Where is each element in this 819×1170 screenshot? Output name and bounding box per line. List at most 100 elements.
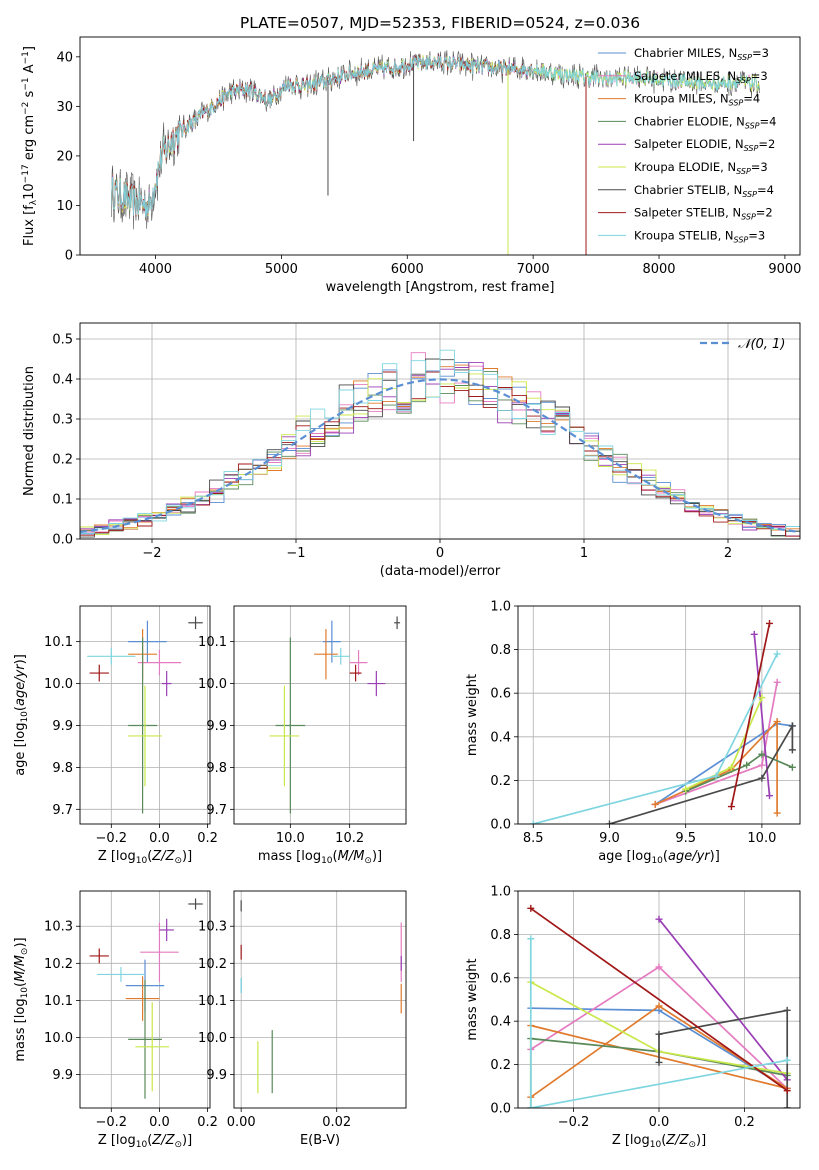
errorbar-point [89, 948, 109, 964]
legend: 𝒩(0, 1) [700, 337, 785, 352]
y-tick-label: 0.8 [490, 643, 511, 658]
legend-label: 𝒩(0, 1) [738, 337, 785, 352]
y-tick-label: 9.9 [206, 1068, 227, 1083]
x-tick-label: 10.0 [276, 831, 305, 846]
legend-label: Chabrier MILES, NSSP=3 [634, 46, 769, 62]
weight-line [730, 623, 771, 807]
x-tick-label: 4000 [139, 262, 172, 277]
weight-lines [529, 619, 796, 824]
errorbar-point [135, 1002, 170, 1092]
x-tick-label: 7000 [517, 262, 550, 277]
errorbar-point [159, 918, 174, 942]
y-tick-label: 0.2 [490, 1058, 511, 1073]
x-tick-label: 8.5 [523, 831, 544, 846]
y-tick-label: 20 [56, 149, 73, 164]
x-tick-label: 10.0 [747, 831, 776, 846]
y-tick-label: 10.1 [198, 635, 227, 650]
errorbar-point [161, 670, 172, 697]
y-tick-label: 0.0 [52, 533, 73, 548]
histogram-series [80, 352, 800, 537]
y-tick-label: 0.6 [490, 687, 511, 702]
errorbar-point [188, 898, 203, 910]
y-tick-label: 0.3 [52, 413, 73, 428]
y-tick-label: 10.1 [44, 994, 73, 1009]
legend-label: Salpeter MILES, NSSP=3 [634, 69, 768, 85]
weight-line [658, 1009, 789, 1108]
x-tick-label: 0.2 [197, 1115, 218, 1130]
histogram-series [80, 349, 800, 536]
errorbar-point [87, 647, 136, 665]
x-tick-label: 5000 [265, 262, 298, 277]
y-tick-label: 10.3 [44, 920, 73, 935]
weight-marker [788, 722, 796, 730]
x-tick-label: 0.00 [227, 1115, 256, 1130]
weight-line [532, 653, 778, 824]
y-axis-label: Normed distribution [22, 366, 37, 496]
plot-frame [233, 605, 407, 825]
legend-label: Salpeter STELIB, NSSP=2 [634, 206, 773, 222]
y-tick-label: 0.0 [490, 818, 511, 833]
y-tick-label: 9.7 [52, 803, 73, 818]
spectrum-line [111, 55, 761, 219]
weight-marker [783, 1006, 791, 1014]
weight-line [529, 938, 788, 1108]
errorbar-point [125, 976, 160, 1021]
histograms [80, 349, 800, 539]
errorbar-point [275, 637, 306, 814]
y-tick-label: 0.0 [490, 1102, 511, 1117]
plot-frame [517, 890, 801, 1109]
x-tick-label: 9.0 [599, 831, 620, 846]
errorbar-point [349, 664, 362, 682]
spectrum-lines [111, 50, 761, 255]
weight-marker [783, 1104, 791, 1108]
x-tick-label: 0 [436, 546, 444, 561]
x-tick-label: −0.2 [96, 831, 128, 846]
errorbar-point [188, 616, 203, 630]
y-tick-label: 0.5 [52, 333, 73, 348]
x-tick-label: 9000 [768, 262, 801, 277]
y-tick-label: 10.1 [44, 635, 73, 650]
errorbar-point [140, 922, 179, 982]
y-tick-label: 1.0 [490, 885, 511, 900]
y-tick-label: 10.2 [198, 957, 227, 972]
y-axis-label: mass [log10(M/M⊙)] [13, 937, 30, 1061]
weight-marker [773, 718, 781, 726]
errorbar-point [89, 664, 109, 682]
y-tick-label: 0.4 [52, 373, 73, 388]
y-tick-label: 0 [65, 249, 73, 264]
y-tick-label: 0.2 [52, 453, 73, 468]
y-tick-label: 0.4 [490, 1015, 511, 1030]
panel-2: −2 −1 0 1 2 0.0 0.1 0.2 0.3 0.4 0.5 (data-model)/er… [22, 322, 801, 579]
weight-marker [655, 915, 663, 923]
errorbar-point [314, 629, 338, 680]
weight-line [658, 918, 788, 1081]
weight-marker [527, 935, 535, 943]
x-tick-label: 0.0 [149, 831, 170, 846]
y-tick-label: 10.2 [44, 957, 73, 972]
weight-line [609, 722, 794, 824]
legend-label: Salpeter ELODIE, NSSP=2 [634, 137, 775, 153]
plot-frame [79, 890, 211, 1109]
x-tick-label: 1 [580, 546, 588, 561]
y-tick-label: 1.0 [490, 600, 511, 615]
y-tick-label: 9.9 [52, 1068, 73, 1083]
y-tick-label: 40 [56, 50, 73, 65]
weight-line [654, 719, 778, 814]
x-tick-label: 9.5 [675, 831, 696, 846]
chart-title: PLATE=0507, MJD=52353, FIBERID=0524, z=0… [240, 14, 640, 32]
y-tick-label: 9.9 [206, 719, 227, 734]
y-axis-label: mass weight [465, 958, 480, 1040]
y-tick-label: 0.8 [490, 928, 511, 943]
weight-marker [766, 619, 774, 627]
errorbar-point [331, 647, 350, 665]
errorbar-point [269, 685, 300, 787]
plot-frame [79, 36, 801, 256]
weight-marker [651, 800, 659, 808]
y-tick-label: 10.1 [198, 994, 227, 1009]
panel-1: 4000 5000 6000 7000 8000 9000 0 10 20 30 40 PLATE=0… [21, 14, 801, 295]
x-tick-label: 0.0 [649, 1115, 670, 1130]
errorbar-point [128, 980, 162, 1099]
weight-marker [758, 761, 766, 769]
legend-label: Kroupa MILES, NSSP=4 [634, 92, 760, 108]
weight-marker [655, 963, 663, 971]
